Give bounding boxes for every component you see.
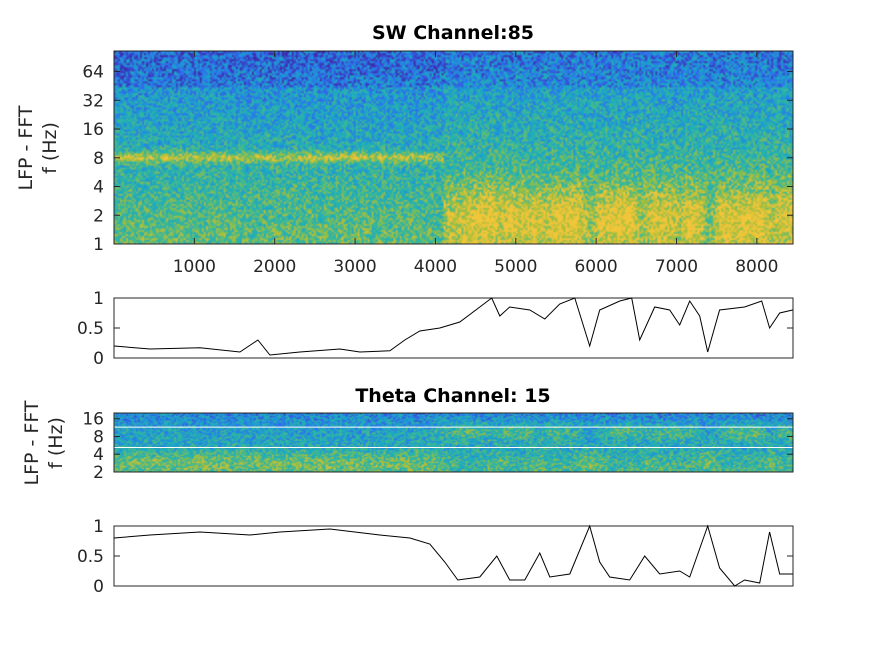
sw-spectrogram-image <box>114 51 793 244</box>
sw-ytick-label: 1 <box>93 235 104 255</box>
sw-line-ytick-label: 0 <box>93 349 104 369</box>
sw-xtick-label: 6000 <box>574 257 617 277</box>
theta-line-ytick-label: 0 <box>93 577 104 597</box>
sw-ratio-series <box>113 297 793 356</box>
sw-line-ytick-label: 0.5 <box>77 319 104 339</box>
theta-ytick-label: 2 <box>93 463 104 483</box>
sw-ylabel-line2: f (Hz) <box>39 122 61 174</box>
theta-reference-lines <box>114 426 793 449</box>
sw-xtick-label: 3000 <box>333 257 376 277</box>
sw-line-ticks: 00.51 <box>77 289 793 369</box>
theta-spectrogram-image <box>114 413 793 472</box>
sw-ytick-label: 8 <box>93 149 104 169</box>
sw-line-ytick-label: 1 <box>93 289 104 309</box>
theta-ytick-label: 8 <box>93 427 104 447</box>
theta-line-ticks: 00.51 <box>77 517 793 597</box>
sw-axes-frame <box>113 50 794 245</box>
sw-ytick-label: 2 <box>93 206 104 226</box>
theta-ratio-series <box>113 524 793 587</box>
theta-ytick-label: 16 <box>82 410 104 430</box>
sw-ytick-label: 4 <box>93 178 104 198</box>
theta-ylabel-line2: f (Hz) <box>45 417 67 469</box>
sw-xtick-label: 4000 <box>414 257 457 277</box>
theta-line-ytick-label: 0.5 <box>77 547 104 567</box>
theta-line-frame <box>113 525 794 587</box>
sw-line-axes: 00.51 <box>77 289 794 369</box>
sw-xtick-label: 5000 <box>494 257 537 277</box>
theta-line-axes: 00.51 <box>77 517 794 597</box>
sw-ytick-label: 16 <box>82 120 104 140</box>
sw-ytick-label: 32 <box>82 91 104 111</box>
sw-spectrogram-axes: 1 2 4 8 16 32 64 1000 2000 3000 4000 5000 6000 7000 80… <box>15 22 794 277</box>
sw-xtick-label: 1000 <box>173 257 216 277</box>
sw-xtick-label: 7000 <box>655 257 698 277</box>
sw-ylabel-line1: LFP - FFT <box>15 105 37 190</box>
sw-xtick-label: 8000 <box>735 257 778 277</box>
theta-ylabel-line1: LFP - FFT <box>21 400 43 485</box>
sw-line-frame <box>113 297 794 359</box>
theta-line-ytick-label: 1 <box>93 517 104 537</box>
sw-xtick-label: 2000 <box>253 257 296 277</box>
theta-title: Theta Channel: 15 <box>355 385 550 407</box>
sw-title: SW Channel:85 <box>372 22 534 44</box>
theta-ytick-label: 4 <box>93 445 104 465</box>
sw-ytick-label: 64 <box>82 63 104 83</box>
theta-axes-frame <box>113 412 794 473</box>
sw-ticks: 1 2 4 8 16 32 64 1000 2000 3000 4000 5000 6000 7000 80… <box>82 51 793 277</box>
